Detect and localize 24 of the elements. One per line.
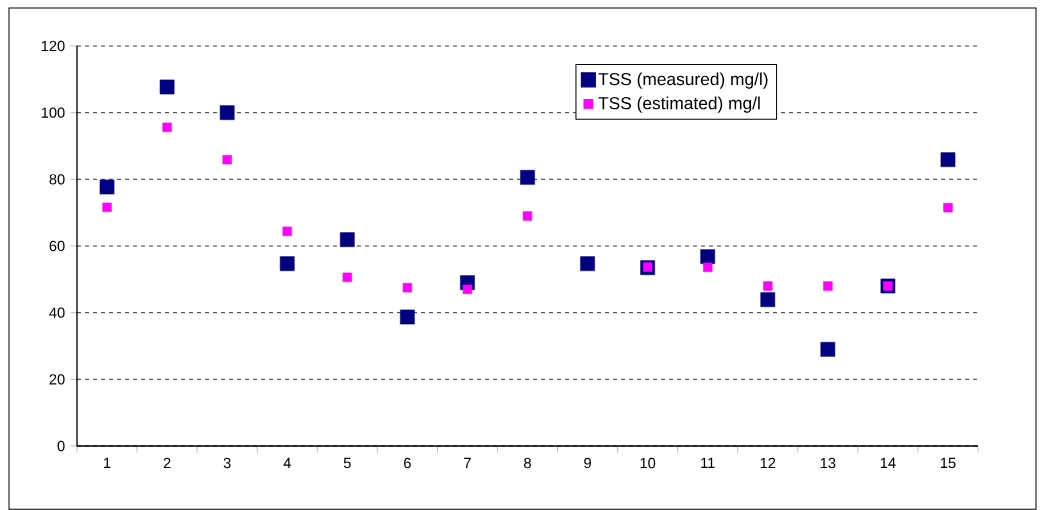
x-tick-label: 10 (640, 457, 656, 469)
x-tick-label: 14 (880, 457, 896, 468)
y-tick-label: 80 (49, 174, 65, 185)
x-tick-label: 5 (343, 457, 351, 469)
legend-label: TSS (estimated) mg/l (598, 96, 760, 113)
y-tick-label: 120 (41, 40, 65, 52)
x-tick-label: 3 (223, 457, 231, 469)
x-tick-label: 6 (404, 457, 411, 469)
x-tick-label: 8 (524, 457, 531, 469)
y-tick-label: 0 (57, 440, 65, 452)
y-tick-label: 40 (49, 307, 65, 318)
x-tick-label: 9 (584, 457, 591, 469)
x-tick-label: 15 (940, 457, 956, 469)
x-tick-label: 7 (464, 457, 471, 468)
x-tick-label: 2 (163, 457, 171, 469)
x-tick-label: 12 (760, 457, 776, 469)
x-tick-label: 4 (283, 457, 291, 468)
x-tick-label: 11 (701, 457, 715, 468)
y-tick-label: 100 (41, 107, 65, 118)
y-tick-label: 60 (49, 240, 65, 252)
legend-label: TSS (measured) mg/l) (598, 72, 768, 89)
y-tick-label: 20 (49, 374, 65, 385)
x-tick-label: 1 (104, 457, 111, 468)
x-tick-label: 13 (820, 457, 836, 469)
